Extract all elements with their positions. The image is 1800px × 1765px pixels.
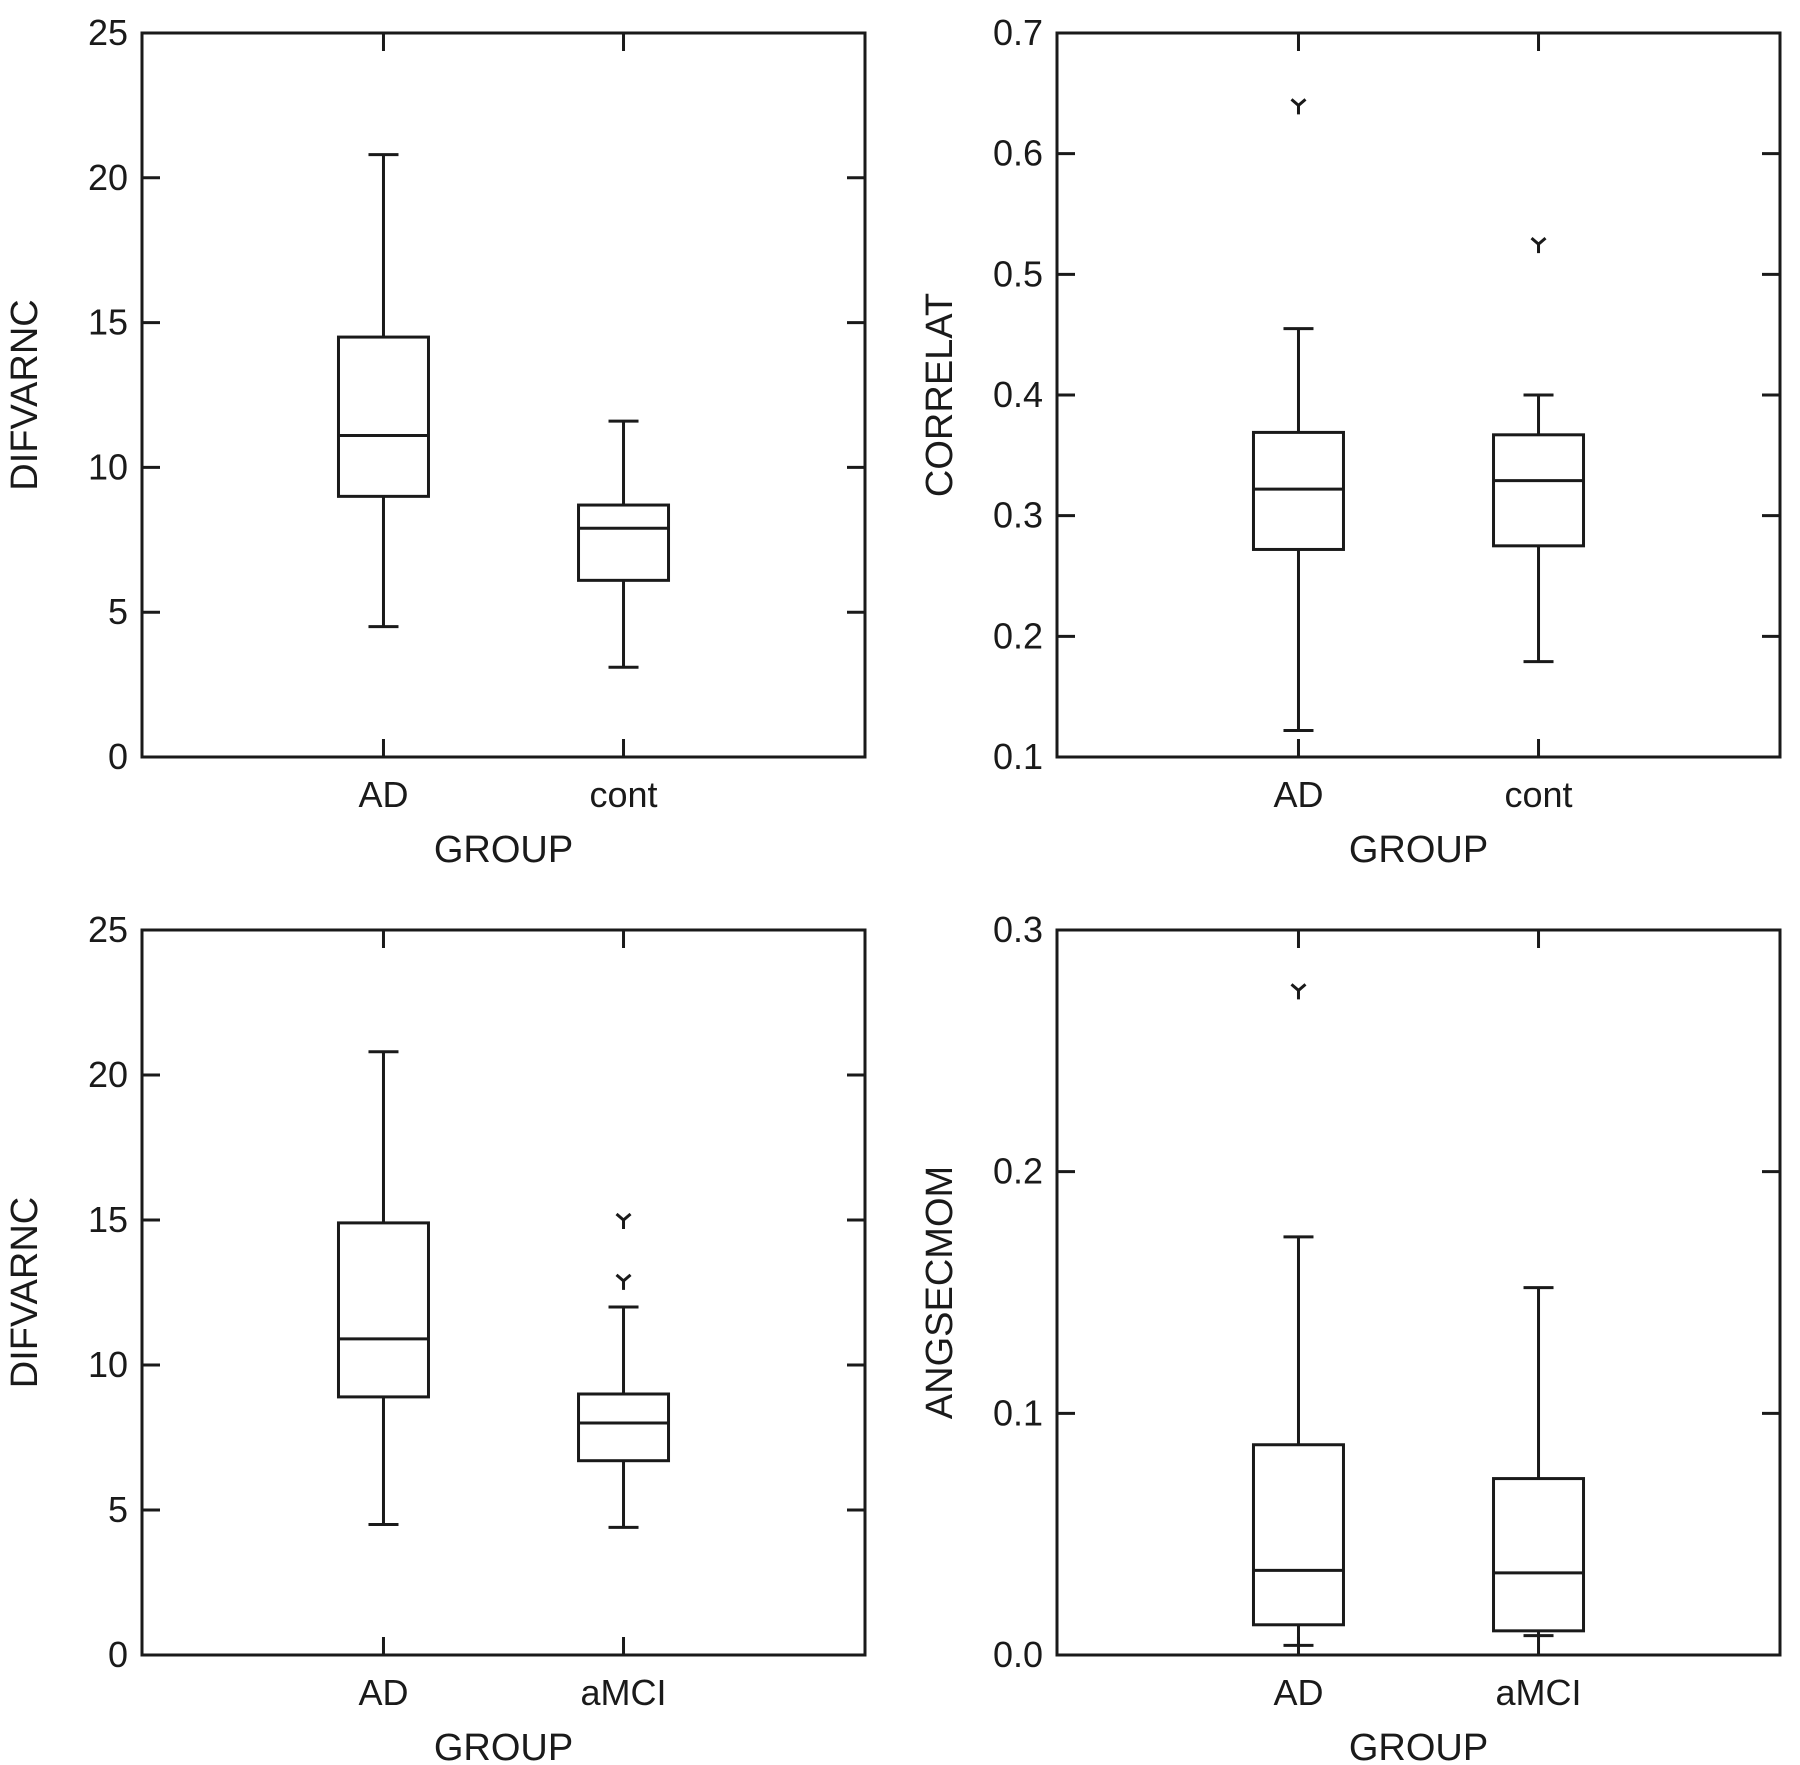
y-tick-label: 15 bbox=[88, 302, 128, 343]
box-iqr bbox=[577, 503, 671, 582]
y-tick-label: 0.2 bbox=[993, 1151, 1043, 1192]
panel-correlat-ad-vs-cont: CORRELAT GROUP 0.1 0.2 0.3 0.4 0.5 0.6 0.7 AD co… bbox=[919, 12, 1782, 871]
y-tick-label: 20 bbox=[88, 1054, 128, 1095]
y-tick-label: 20 bbox=[88, 157, 128, 198]
panel-difvarnc-ad-vs-cont: DIFVARNC GROUP 0 5 10 15 20 25 AD cont bbox=[4, 12, 867, 871]
x-tick-label: aMCI bbox=[1496, 1672, 1582, 1713]
y-tick-label: 25 bbox=[88, 12, 128, 53]
y-tick-label: 0.1 bbox=[993, 1392, 1043, 1433]
outlier-marker bbox=[1290, 983, 1307, 1000]
y-tick-label: 5 bbox=[108, 1489, 128, 1530]
x-tick-label: aMCI bbox=[581, 1672, 667, 1713]
y-tick-label: 0 bbox=[108, 1634, 128, 1675]
y-tick-label: 0.5 bbox=[993, 253, 1043, 294]
x-tick-label: AD bbox=[1273, 1672, 1323, 1713]
x-axis-title: GROUP bbox=[1349, 1727, 1488, 1765]
outlier-marker bbox=[615, 1273, 632, 1290]
y-tick-label: 0.6 bbox=[993, 133, 1043, 174]
plot-frame bbox=[140, 31, 867, 759]
x-tick-label: cont bbox=[1504, 774, 1572, 815]
box-iqr bbox=[336, 335, 430, 498]
plot-frame bbox=[140, 928, 867, 1657]
y-tick-label: 15 bbox=[88, 1199, 128, 1240]
panel-angsecmom-ad-vs-amci: ANGSECMOM GROUP 0.0 0.1 0.2 0.3 AD aMCI bbox=[919, 909, 1782, 1765]
plot-frame bbox=[1055, 928, 1782, 1657]
y-axis-title: DIFVARNC bbox=[4, 299, 46, 490]
y-tick-label: 0.0 bbox=[993, 1634, 1043, 1675]
outlier-marker bbox=[1530, 237, 1547, 254]
x-axis-title: GROUP bbox=[434, 1727, 573, 1765]
outlier-marker bbox=[615, 1212, 632, 1229]
y-tick-label: 0 bbox=[108, 736, 128, 777]
x-tick-label: cont bbox=[589, 774, 657, 815]
box-iqr bbox=[1492, 1477, 1586, 1633]
y-tick-label: 0.4 bbox=[993, 374, 1043, 415]
y-axis-title: DIFVARNC bbox=[4, 1197, 46, 1388]
y-tick-label: 5 bbox=[108, 591, 128, 632]
y-tick-label: 0.7 bbox=[993, 12, 1043, 53]
box-iqr bbox=[1492, 433, 1586, 548]
x-axis-title: GROUP bbox=[1349, 829, 1488, 871]
y-tick-label: 10 bbox=[88, 1344, 128, 1385]
y-axis-title: CORRELAT bbox=[919, 293, 961, 497]
y-tick-label: 0.3 bbox=[993, 909, 1043, 950]
x-axis-title: GROUP bbox=[434, 829, 573, 871]
y-tick-label: 0.1 bbox=[993, 736, 1043, 777]
y-tick-label: 0.2 bbox=[993, 615, 1043, 656]
box-iqr bbox=[336, 1221, 430, 1399]
x-tick-label: AD bbox=[358, 774, 408, 815]
box-iqr bbox=[1251, 1443, 1345, 1627]
y-tick-label: 10 bbox=[88, 446, 128, 487]
plot-frame bbox=[1055, 31, 1782, 759]
x-tick-label: AD bbox=[358, 1672, 408, 1713]
y-tick-label: 25 bbox=[88, 909, 128, 950]
panel-difvarnc-ad-vs-amci: DIFVARNC GROUP 0 5 10 15 20 25 AD aMCI bbox=[4, 909, 867, 1765]
outlier-marker bbox=[1290, 98, 1307, 115]
x-tick-label: AD bbox=[1273, 774, 1323, 815]
y-tick-label: 0.3 bbox=[993, 495, 1043, 536]
box-iqr bbox=[1251, 430, 1345, 551]
box-iqr bbox=[577, 1392, 671, 1463]
y-axis-title: ANGSECMOM bbox=[919, 1166, 961, 1419]
